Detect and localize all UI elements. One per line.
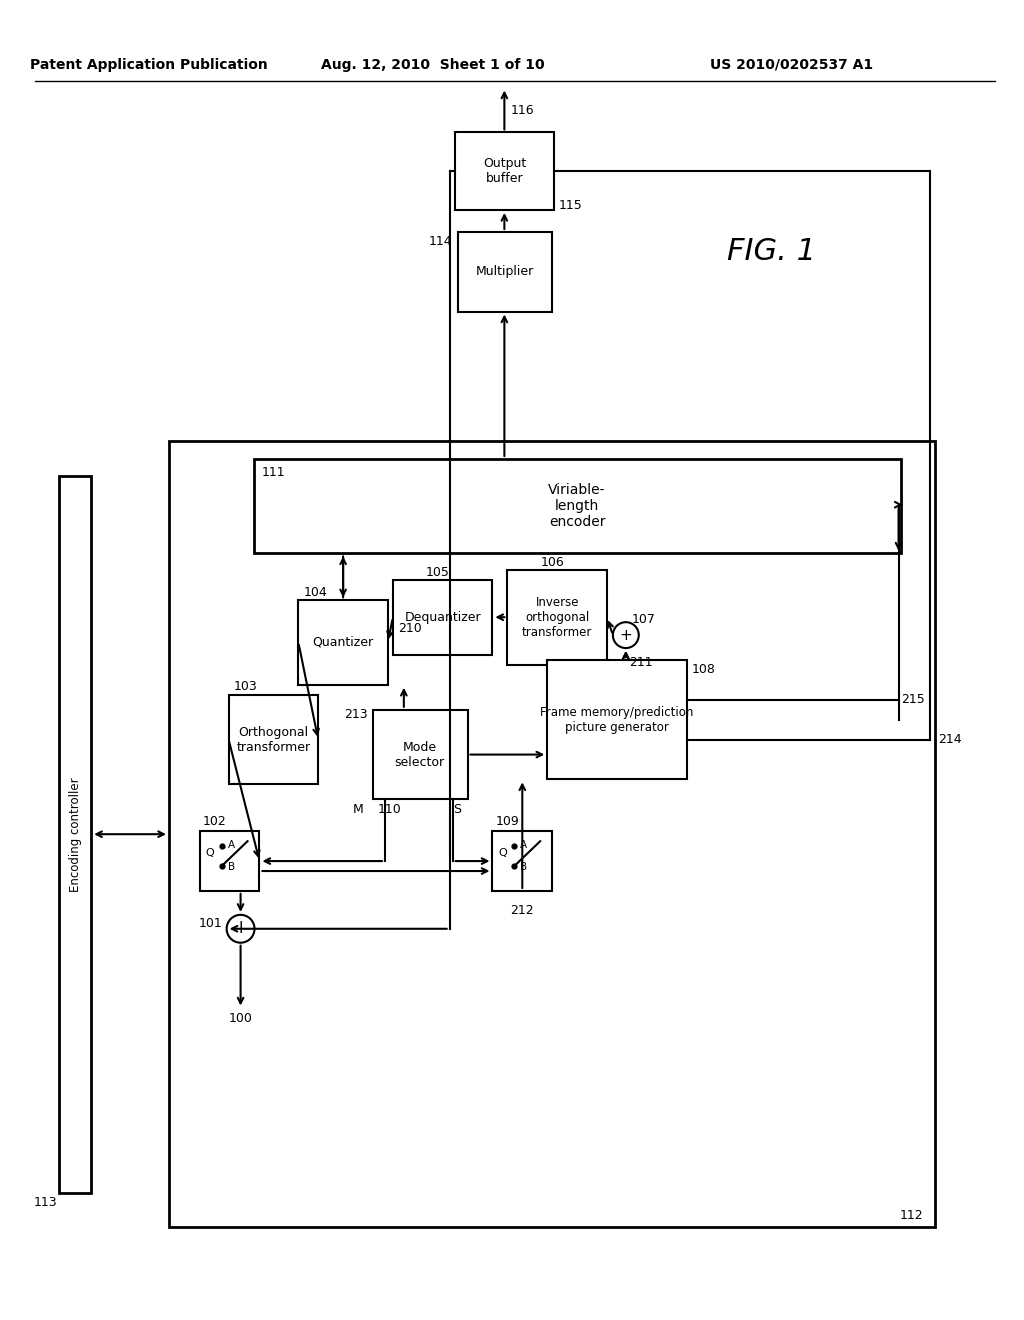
Bar	[169, 441, 935, 1228]
Text: B: B	[520, 862, 527, 873]
Bar	[228, 694, 318, 784]
Text: 104: 104	[303, 586, 327, 599]
Text: 111: 111	[261, 466, 285, 479]
Text: 212: 212	[511, 904, 535, 917]
Text: A: A	[520, 840, 527, 850]
Text: Aug. 12, 2010  Sheet 1 of 10: Aug. 12, 2010 Sheet 1 of 10	[321, 58, 545, 71]
Text: 105: 105	[426, 566, 450, 579]
Bar	[455, 132, 554, 210]
Text: A: A	[227, 840, 234, 850]
Text: 108: 108	[691, 664, 716, 676]
Text: 109: 109	[496, 814, 519, 828]
Text: 103: 103	[233, 680, 257, 693]
Bar	[373, 710, 468, 800]
Text: 214: 214	[938, 733, 962, 746]
Text: 112: 112	[900, 1209, 924, 1222]
Text: Output
buffer: Output buffer	[482, 157, 526, 185]
Bar	[200, 832, 259, 891]
Text: 100: 100	[228, 1012, 253, 1024]
Text: Inverse
orthogonal
transformer: Inverse orthogonal transformer	[522, 595, 592, 639]
Bar	[458, 232, 552, 312]
Text: 215: 215	[901, 693, 925, 706]
Text: FIG. 1: FIG. 1	[727, 238, 816, 267]
Text: 107: 107	[632, 612, 655, 626]
Text: M: M	[352, 803, 364, 816]
Text: Quantizer: Quantizer	[312, 636, 374, 648]
Bar	[298, 601, 388, 685]
Text: Patent Application Publication: Patent Application Publication	[30, 58, 268, 71]
Text: 114: 114	[429, 235, 453, 248]
Bar	[393, 581, 493, 655]
Text: 113: 113	[34, 1196, 57, 1209]
Text: Q: Q	[206, 849, 214, 858]
Bar	[547, 660, 686, 779]
Text: 102: 102	[203, 814, 226, 828]
Text: US 2010/0202537 A1: US 2010/0202537 A1	[710, 58, 872, 71]
Text: I: I	[239, 921, 243, 936]
Text: B: B	[227, 862, 234, 873]
Text: 210: 210	[398, 622, 422, 635]
Text: S: S	[454, 803, 462, 816]
Bar	[507, 570, 607, 665]
Text: +: +	[620, 627, 632, 643]
Text: Viriable-
length
encoder: Viriable- length encoder	[548, 483, 606, 529]
Text: Mode
selector: Mode selector	[394, 741, 444, 768]
Text: 110: 110	[378, 803, 401, 816]
Text: Q: Q	[498, 849, 507, 858]
Text: 213: 213	[344, 709, 368, 721]
Text: Multiplier: Multiplier	[475, 265, 534, 279]
Text: 101: 101	[199, 917, 222, 931]
Bar	[254, 459, 900, 553]
Text: Encoding controller: Encoding controller	[69, 777, 82, 891]
Bar	[59, 475, 91, 1192]
Text: Frame memory/prediction
picture generator: Frame memory/prediction picture generato…	[541, 706, 693, 734]
Text: 116: 116	[511, 104, 535, 117]
Text: 106: 106	[541, 556, 564, 569]
Bar	[493, 832, 552, 891]
Text: Orthogonal
transformer: Orthogonal transformer	[237, 726, 310, 754]
Text: 211: 211	[629, 656, 652, 669]
Text: 115: 115	[559, 198, 583, 211]
Text: Dequantizer: Dequantizer	[404, 611, 481, 623]
